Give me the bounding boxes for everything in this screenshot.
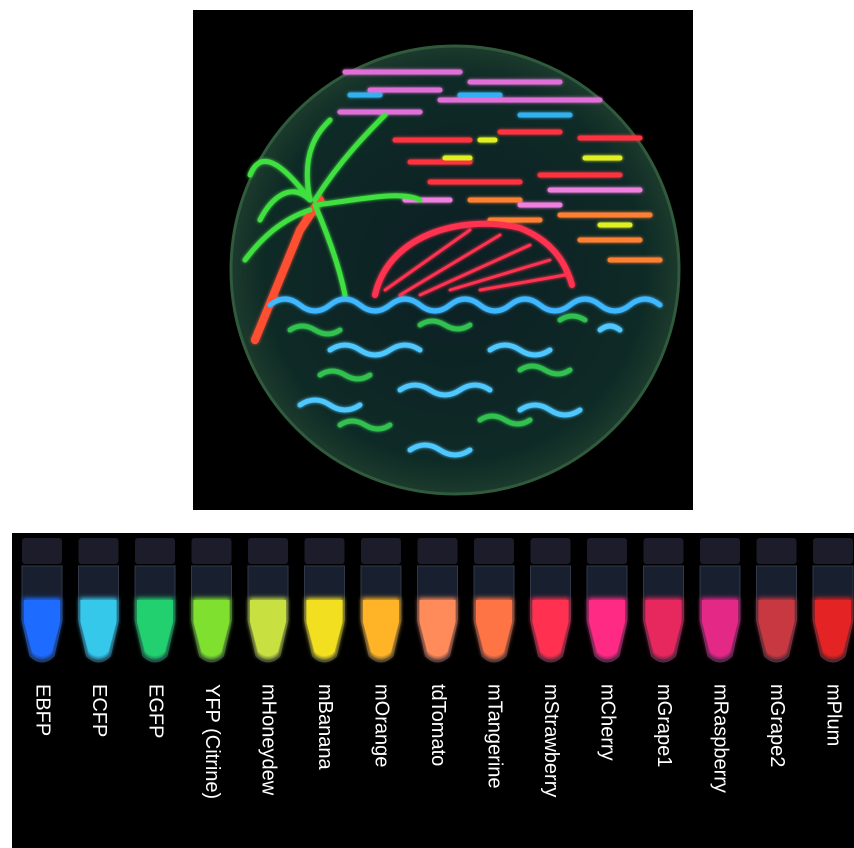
tube-cap (813, 538, 853, 564)
tube-label: mTangerine (484, 684, 506, 789)
tube-label: mHoneydew (258, 684, 280, 796)
tube-cap (79, 538, 119, 564)
tube-label: tdTomato (427, 684, 449, 766)
petri-photo (193, 10, 693, 510)
tube-cap (474, 538, 514, 564)
tube-cap (361, 538, 401, 564)
tube-label: ECFP (88, 684, 110, 737)
tube-label: mPlum (823, 684, 845, 746)
tube-cap (644, 538, 684, 564)
tube-cap (587, 538, 627, 564)
tube-label: mOrange (371, 684, 393, 767)
tube-label: mGrape1 (653, 684, 675, 767)
tube-cap (305, 538, 345, 564)
tube-label: EBFP (32, 684, 54, 736)
tube-label: mCherry (597, 684, 619, 761)
page: EBFP ECFP EGFP YFP (Citrine) mHoneydew mBanan… (0, 0, 854, 848)
tube-cap (418, 538, 458, 564)
tube-label: mGrape2 (766, 684, 788, 767)
tube-label: EGFP (145, 684, 167, 738)
tubes-photo: EBFP ECFP EGFP YFP (Citrine) mHoneydew mBanan… (12, 533, 854, 848)
tube-label: mStrawberry (540, 684, 562, 797)
tube-cap (22, 538, 62, 564)
tube-cap (192, 538, 232, 564)
dish (231, 46, 679, 494)
tube-cap (700, 538, 740, 564)
tube-cap (757, 538, 797, 564)
tube-cap (531, 538, 571, 564)
tube-cap (135, 538, 175, 564)
tube-label: YFP (Citrine) (201, 684, 223, 799)
tube-label: mRaspberry (710, 684, 732, 793)
tube-label: mBanana (314, 684, 336, 770)
tube-cap (248, 538, 288, 564)
